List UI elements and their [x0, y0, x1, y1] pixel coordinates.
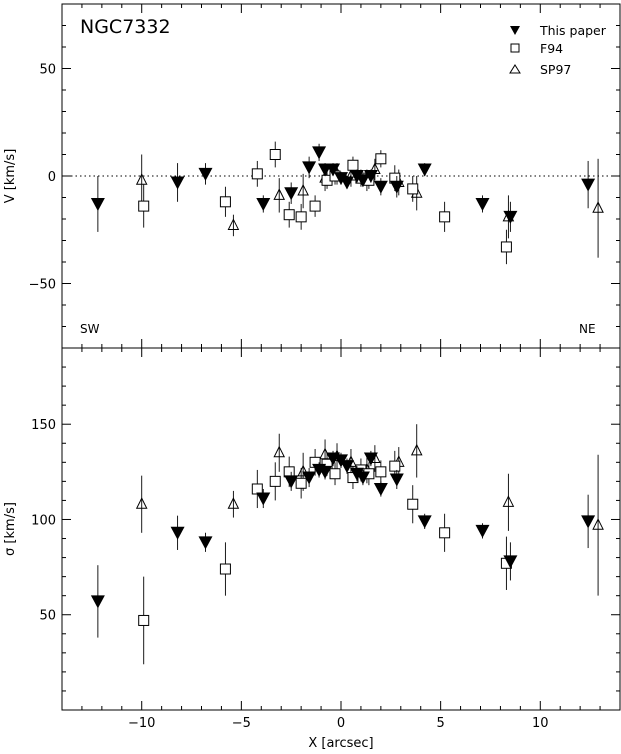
point-f94	[389, 460, 401, 472]
point-f94	[500, 241, 512, 253]
point-this-paper	[355, 471, 370, 485]
point-this-paper	[339, 176, 354, 190]
point-f94	[219, 563, 231, 575]
x-axis-label: X [arcsec]	[308, 736, 373, 751]
legend-marker-sp97	[509, 64, 521, 74]
point-sp97	[135, 497, 148, 509]
dispersion-plot-frame	[61, 347, 621, 711]
point-this-paper	[312, 146, 327, 160]
point-sp97	[273, 445, 286, 458]
y-tick-label: 0	[48, 170, 56, 185]
point-f94	[407, 183, 419, 195]
point-f94	[407, 498, 419, 510]
annotation-sw: SW	[80, 322, 100, 336]
point-sp97	[592, 518, 604, 530]
point-this-paper	[326, 163, 341, 177]
point-this-paper	[581, 178, 596, 192]
y-tick-label: −50	[29, 278, 56, 293]
point-sp97	[135, 173, 148, 185]
y-tick-label: 100	[31, 513, 56, 528]
point-sp97	[410, 443, 423, 456]
point-sp97	[297, 183, 309, 196]
point-f94	[439, 211, 451, 223]
x-tick-label: 10	[532, 716, 549, 731]
point-sp97	[592, 201, 604, 213]
point-this-paper	[284, 475, 299, 489]
point-this-paper	[334, 172, 348, 186]
point-f94	[295, 211, 307, 223]
point-this-paper	[373, 482, 388, 496]
point-this-paper	[302, 161, 317, 175]
point-f94	[269, 149, 281, 160]
x-tick-label: 0	[337, 716, 345, 731]
point-f94	[138, 614, 150, 626]
y-tick-label: 50	[39, 63, 56, 78]
point-this-paper	[363, 452, 378, 466]
point-this-paper	[198, 536, 213, 550]
legend-marker-this-paper	[510, 26, 520, 35]
point-f94	[251, 483, 263, 495]
point-this-paper	[349, 467, 364, 481]
point-f94	[269, 475, 281, 487]
point-this-paper	[389, 473, 404, 487]
legend-label-sp97: SP97	[540, 62, 571, 77]
point-this-paper	[284, 187, 299, 201]
x-tick-label: 5	[437, 716, 445, 731]
point-sp97	[273, 188, 286, 200]
point-this-paper	[581, 515, 596, 529]
point-f94	[309, 200, 321, 212]
point-this-paper	[363, 170, 378, 183]
point-this-paper	[339, 460, 354, 474]
chart-title: NGC7332	[80, 16, 171, 38]
point-f94	[295, 477, 307, 489]
dispersion-y-axis-label: σ [km/s]	[3, 502, 18, 556]
point-this-paper	[90, 595, 105, 609]
point-this-paper	[373, 180, 388, 194]
point-this-paper	[302, 471, 317, 485]
legend-label-f94: F94	[540, 41, 563, 56]
annotation-ne: NE	[579, 322, 596, 336]
point-f94	[375, 153, 387, 165]
y-tick-label: 50	[39, 609, 56, 624]
point-f94	[439, 527, 451, 539]
point-sp97	[297, 464, 309, 477]
point-this-paper	[417, 163, 432, 177]
point-this-paper	[90, 197, 105, 211]
dispersion-panel: σ [km/s] X [arcsec] −10 −5 0 5 10 50 100 150	[3, 347, 621, 751]
x-tick-label: −5	[232, 716, 251, 731]
point-f94	[329, 468, 341, 480]
legend-label-this-paper: This paper	[539, 23, 607, 38]
point-this-paper	[503, 210, 518, 224]
point-f94	[138, 200, 150, 212]
point-this-paper	[475, 197, 490, 211]
point-sp97	[502, 495, 515, 507]
point-this-paper	[475, 524, 490, 538]
point-this-paper	[198, 167, 213, 181]
legend: This paper F94 SP97	[509, 23, 607, 77]
x-tick-label: −10	[128, 716, 155, 731]
point-f94	[283, 466, 295, 478]
point-f94	[251, 168, 263, 180]
point-this-paper	[503, 555, 518, 569]
point-f94	[375, 466, 387, 478]
point-f94	[347, 159, 359, 171]
point-this-paper	[170, 176, 185, 190]
point-this-paper	[355, 174, 370, 188]
velocity-y-axis-label: V [km/s]	[3, 149, 18, 204]
y-tick-label: 150	[31, 418, 56, 433]
point-this-paper	[170, 526, 185, 540]
point-sp97	[227, 497, 240, 509]
velocity-panel: NGC7332 SW NE V [km/s] This paper F94 SP…	[3, 3, 621, 349]
point-this-paper	[349, 170, 364, 183]
point-this-paper	[256, 197, 271, 211]
point-this-paper	[417, 515, 432, 529]
point-this-paper	[318, 465, 333, 479]
legend-marker-f94	[510, 43, 520, 53]
point-this-paper	[256, 492, 271, 506]
point-this-paper	[389, 180, 404, 194]
point-f94	[283, 209, 295, 221]
point-sp97	[227, 218, 240, 230]
point-f94	[219, 196, 231, 208]
